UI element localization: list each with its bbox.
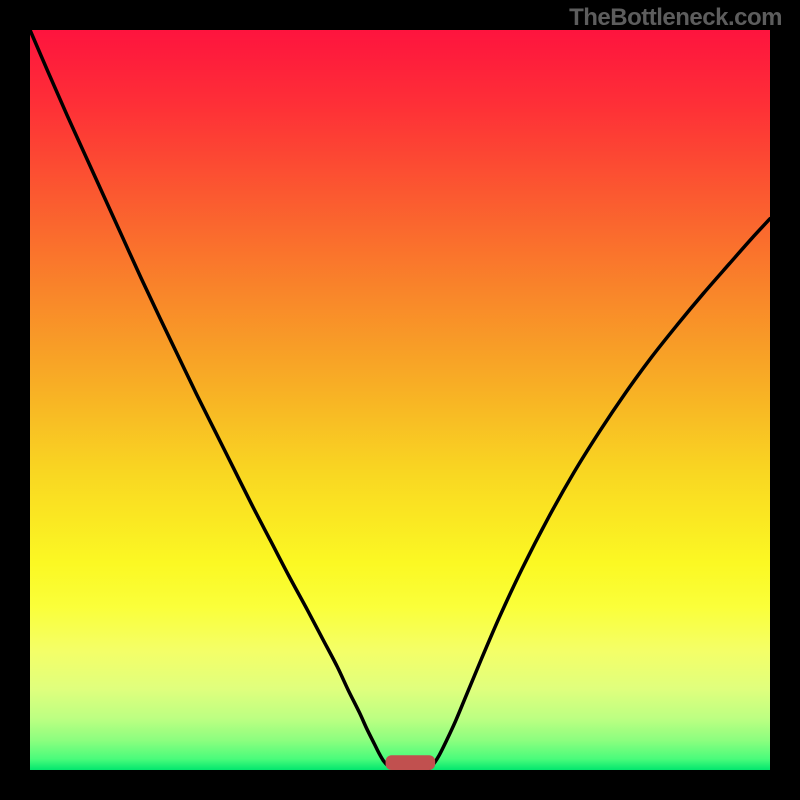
trough-marker: [386, 755, 436, 770]
chart-container: { "meta": { "width_px": 800, "height_px"…: [0, 0, 800, 800]
bottleneck-chart: [0, 0, 800, 800]
watermark-text: TheBottleneck.com: [569, 4, 782, 32]
plot-background: [30, 30, 770, 770]
